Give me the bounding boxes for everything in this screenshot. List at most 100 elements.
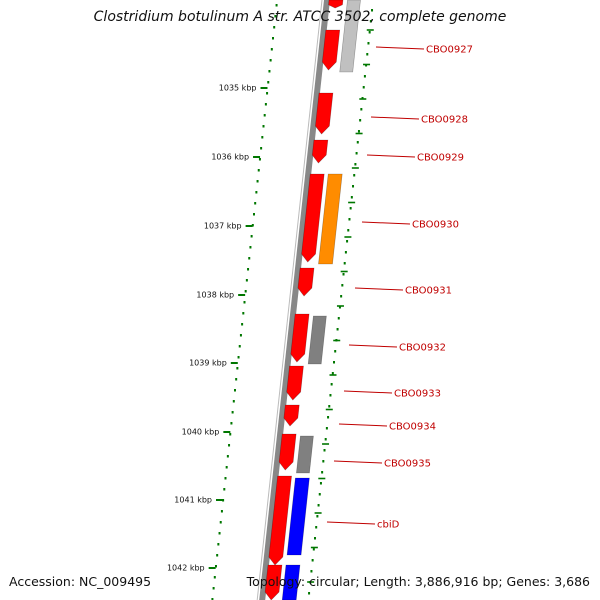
scale-dot [311, 559, 314, 562]
kbp-tick-label: 1036 kbp [211, 153, 249, 162]
scale-dot [318, 493, 321, 496]
scale-dot [256, 180, 259, 183]
forward-cds-arrow [290, 313, 310, 363]
scale-dot [228, 444, 231, 447]
genome-summary-text: Topology: circular; Length: 3,886,916 bp… [246, 574, 590, 589]
scale-dot [357, 130, 360, 133]
scale-dot [322, 460, 325, 463]
scale-dot [269, 59, 272, 62]
scale-dot [232, 400, 235, 403]
scale-dot [266, 92, 269, 95]
forward-cds-arrow [278, 433, 297, 471]
gene-label-cbo0935: CBO0935 [384, 459, 431, 470]
forward-cds-arrow [321, 29, 341, 71]
gene-leader-line [375, 46, 425, 50]
scale-dot [270, 48, 273, 51]
scale-dot [242, 312, 245, 315]
scale-dot [348, 218, 351, 221]
scale-dot [213, 576, 216, 579]
feature-block-gray [296, 435, 314, 474]
scale-dot [247, 268, 250, 271]
scale-dot [338, 306, 341, 309]
scale-dot [249, 246, 252, 249]
scale-dot [219, 521, 222, 524]
scale-dot [363, 75, 366, 78]
scale-dot [251, 224, 254, 227]
forward-cds-arrow [297, 267, 315, 297]
scale-dot [236, 367, 239, 370]
scale-dot [342, 273, 345, 276]
gene-label-cbo0930: CBO0930 [412, 220, 459, 231]
scale-dot [330, 383, 333, 386]
scale-dot [257, 169, 260, 172]
scale-dot [324, 438, 327, 441]
scale-dot [352, 185, 355, 188]
forward-cds-arrow [311, 139, 329, 164]
scale-dot [214, 565, 217, 568]
scale-dot [211, 598, 214, 600]
scale-dot [368, 31, 371, 34]
scale-dot [272, 37, 275, 40]
scale-dot [237, 356, 240, 359]
scale-dot [235, 378, 238, 381]
scale-dot [325, 427, 328, 430]
scale-dot [319, 482, 322, 485]
gene-label-cbo0933: CBO0933 [394, 389, 441, 400]
scale-dot [346, 240, 349, 243]
scale-dot [230, 422, 233, 425]
scale-dot [239, 334, 242, 337]
scale-dot [217, 543, 220, 546]
reverse-cds-block [281, 564, 301, 600]
kbp-tick-label: 1039 kbp [189, 359, 227, 368]
scale-dot [229, 433, 232, 436]
scale-dot [241, 323, 244, 326]
scale-dot [222, 499, 225, 502]
genome-backbone [256, 0, 330, 600]
scale-dot [308, 592, 311, 595]
gene-leader-line [366, 154, 416, 158]
scale-dot [369, 20, 372, 23]
gene-features [264, 0, 361, 600]
scale-dot [316, 515, 319, 518]
kbp-tick-label: 1037 kbp [204, 222, 242, 231]
scale-dot [260, 147, 263, 150]
kbp-tick-label: 1038 kbp [196, 291, 234, 300]
forward-cds-arrow [264, 564, 283, 600]
scale-dot [220, 510, 223, 513]
scale-dot [362, 86, 365, 89]
scale-dot [343, 262, 346, 265]
forward-cds-arrow [268, 475, 292, 566]
forward-cds-arrow [315, 92, 334, 135]
genome-title: Clostridium botulinum A str. ATCC 3502, … [93, 9, 507, 25]
scale-dot [355, 152, 358, 155]
gene-leader-line [333, 460, 383, 464]
scale-dot [231, 411, 234, 414]
scale-dot [243, 301, 246, 304]
gene-leader-line [348, 344, 398, 348]
kbp-tick-marks: 1035 kbp 1036 kbp 1037 kbp 1038 kbp 1039 kbp… [167, 29, 374, 583]
gene-label-cbo0927: CBO0927 [426, 45, 473, 56]
scale-dot [327, 416, 330, 419]
scale-dot [267, 81, 270, 84]
feature-block-gray [339, 0, 361, 73]
gene-label-cbid: cbiD [377, 520, 400, 531]
forward-cds-arrow [283, 404, 300, 427]
scale-dot [337, 317, 340, 320]
scale-dot [224, 477, 227, 480]
scale-dot [250, 235, 253, 238]
scale-dot [340, 295, 343, 298]
scale-dot [344, 251, 347, 254]
scale-dot [248, 257, 251, 260]
scale-dot [323, 449, 326, 452]
scale-dot [360, 108, 363, 111]
scale-dot [333, 361, 336, 364]
scale-dot [225, 466, 228, 469]
scale-dot [367, 42, 370, 45]
scale-dot [212, 587, 215, 590]
gene-leader-line [338, 423, 388, 427]
scale-dot [334, 350, 337, 353]
scale-dot [356, 141, 359, 144]
kbp-tick-label: 1041 kbp [174, 496, 212, 505]
scale-dot [359, 119, 362, 122]
